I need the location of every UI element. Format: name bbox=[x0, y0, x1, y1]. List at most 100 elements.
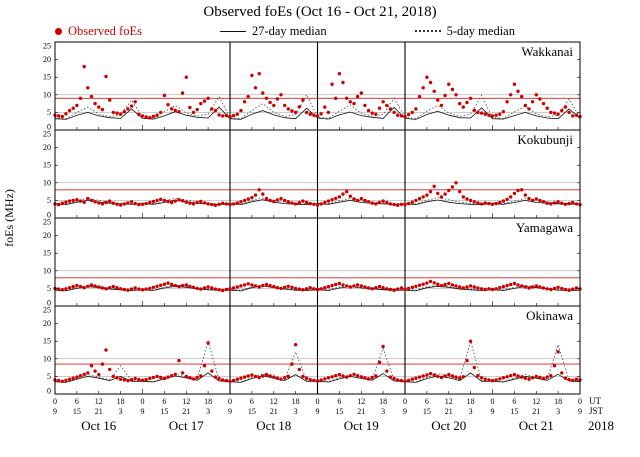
jst-tick-label: 9 bbox=[228, 407, 232, 416]
ut-tick-label: 18 bbox=[117, 397, 125, 406]
legend-item-median5: 5-day median bbox=[414, 23, 515, 39]
observed-points bbox=[53, 279, 582, 293]
ut-tick-label: 12 bbox=[532, 397, 540, 406]
year-label: 2018 bbox=[588, 418, 614, 433]
y-tick-label: 25 bbox=[43, 42, 51, 51]
jst-tick-label: 9 bbox=[141, 407, 145, 416]
y-tick-label: 10 bbox=[43, 178, 51, 187]
jst-tick-label: 21 bbox=[270, 407, 278, 416]
ut-tick-label: 18 bbox=[554, 397, 562, 406]
dotted-line-icon bbox=[414, 30, 441, 32]
jst-tick-label: 21 bbox=[357, 407, 365, 416]
ut-tick-label: 0 bbox=[316, 397, 320, 406]
station-label: Wakkanai bbox=[521, 44, 573, 59]
y-tick-label: 5 bbox=[47, 284, 51, 293]
y-tick-label: 15 bbox=[43, 337, 51, 346]
ut-tick-label: 6 bbox=[75, 397, 79, 406]
jst-tick-label: 15 bbox=[423, 407, 431, 416]
ut-tick-label: 18 bbox=[379, 397, 387, 406]
y-tick-label: 20 bbox=[43, 231, 51, 240]
jst-tick-label: 3 bbox=[381, 407, 385, 416]
legend-item-median27: 27-day median bbox=[219, 23, 327, 39]
ut-tick-label: 18 bbox=[467, 397, 475, 406]
jst-tick-label: 3 bbox=[556, 407, 560, 416]
chart-area: 0 5 10 15 20 25 Wakkanai 0 5 10 15 20 25 Kokubunji 0 5 1… bbox=[0, 40, 640, 457]
y-tick-label: 0 bbox=[47, 211, 51, 220]
panel-wakkanai: 0 5 10 15 20 25 Wakkanai bbox=[43, 41, 582, 132]
ut-tick-label: 6 bbox=[162, 397, 166, 406]
jst-tick-label: 3 bbox=[119, 407, 123, 416]
jst-tick-label: 21 bbox=[445, 407, 453, 416]
ut-tick-label: 18 bbox=[204, 397, 212, 406]
ut-tick-label: 6 bbox=[512, 397, 516, 406]
y-tick-label: 10 bbox=[43, 266, 51, 275]
y-tick-label: 5 bbox=[47, 372, 51, 381]
y-tick-label: 5 bbox=[47, 108, 51, 117]
jst-tick-label: 21 bbox=[532, 407, 540, 416]
y-tick-label: 0 bbox=[47, 387, 51, 396]
ut-tick-label: 6 bbox=[250, 397, 254, 406]
day-label: Oct 19 bbox=[344, 418, 379, 433]
ut-tick-label: 12 bbox=[357, 397, 365, 406]
ut-tick-label: 0 bbox=[578, 397, 582, 406]
y-tick-label: 25 bbox=[43, 218, 51, 227]
ut-tick-label: 6 bbox=[337, 397, 341, 406]
ut-tick-label: 18 bbox=[292, 397, 300, 406]
y-tick-label: 0 bbox=[47, 123, 51, 132]
station-label: Okinawa bbox=[526, 308, 573, 323]
ut-tick-label: 0 bbox=[141, 397, 145, 406]
jst-axis-label: JST bbox=[589, 406, 604, 416]
y-tick-label: 10 bbox=[43, 354, 51, 363]
panel-yamagawa: 0 5 10 15 20 25 Yamagawa bbox=[43, 217, 582, 308]
y-tick-label: 0 bbox=[47, 299, 51, 308]
y-tick-label: 15 bbox=[43, 73, 51, 82]
observed-points bbox=[53, 339, 582, 383]
ut-tick-label: 0 bbox=[491, 397, 495, 406]
legend-observed-label: Observed foEs bbox=[68, 23, 142, 38]
observed-dot-icon bbox=[55, 27, 62, 35]
day-label: Oct 20 bbox=[431, 418, 466, 433]
jst-tick-label: 15 bbox=[73, 407, 81, 416]
jst-tick-label: 15 bbox=[510, 407, 518, 416]
y-tick-label: 15 bbox=[43, 249, 51, 258]
ut-tick-label: 12 bbox=[445, 397, 453, 406]
y-tick-label: 25 bbox=[43, 306, 51, 315]
ut-tick-label: 12 bbox=[182, 397, 190, 406]
jst-tick-label: 9 bbox=[316, 407, 320, 416]
median5-line bbox=[54, 93, 581, 120]
observed-points bbox=[53, 181, 582, 207]
solid-line-icon bbox=[219, 30, 246, 32]
ut-tick-label: 12 bbox=[95, 397, 103, 406]
day-label: Oct 16 bbox=[81, 418, 117, 433]
legend-item-observed: Observed foEs bbox=[55, 24, 142, 39]
median27-line bbox=[54, 106, 581, 120]
jst-tick-label: 15 bbox=[248, 407, 256, 416]
ut-axis-label: UT bbox=[589, 396, 601, 406]
chart-title: Observed foEs (Oct 16 - Oct 21, 2018) bbox=[203, 4, 437, 20]
jst-tick-label: 15 bbox=[335, 407, 343, 416]
y-tick-label: 20 bbox=[43, 55, 51, 64]
jst-tick-label: 9 bbox=[53, 407, 57, 416]
ut-tick-label: 12 bbox=[270, 397, 278, 406]
panel-okinawa: 0 5 10 15 20 25 Okinawa bbox=[43, 305, 582, 396]
panel-border bbox=[54, 305, 581, 395]
ut-tick-label: 0 bbox=[403, 397, 407, 406]
ut-tick-label: 6 bbox=[425, 397, 429, 406]
legend-median5-label: 5-day median bbox=[446, 23, 515, 38]
observed-points bbox=[53, 64, 582, 120]
y-tick-label: 20 bbox=[43, 143, 51, 152]
panel-kokubunji: 0 5 10 15 20 25 Kokubunji bbox=[43, 129, 582, 220]
y-tick-label: 25 bbox=[43, 130, 51, 139]
y-tick-label: 15 bbox=[43, 161, 51, 170]
day-label: Oct 17 bbox=[169, 418, 205, 433]
y-tick-label: 5 bbox=[47, 196, 51, 205]
y-axis-title: foEs (MHz) bbox=[2, 189, 16, 247]
chart-legend: Observed foEs 27-day median 5-day median bbox=[0, 22, 640, 40]
jst-tick-label: 3 bbox=[294, 407, 298, 416]
jst-tick-label: 3 bbox=[206, 407, 210, 416]
legend-median27-label: 27-day median bbox=[251, 23, 327, 38]
foes-plot-svg: 0 5 10 15 20 25 Wakkanai 0 5 10 15 20 25 Kokubunji 0 5 1… bbox=[2, 41, 614, 433]
station-label: Kokubunji bbox=[517, 132, 573, 147]
y-tick-label: 20 bbox=[43, 319, 51, 328]
